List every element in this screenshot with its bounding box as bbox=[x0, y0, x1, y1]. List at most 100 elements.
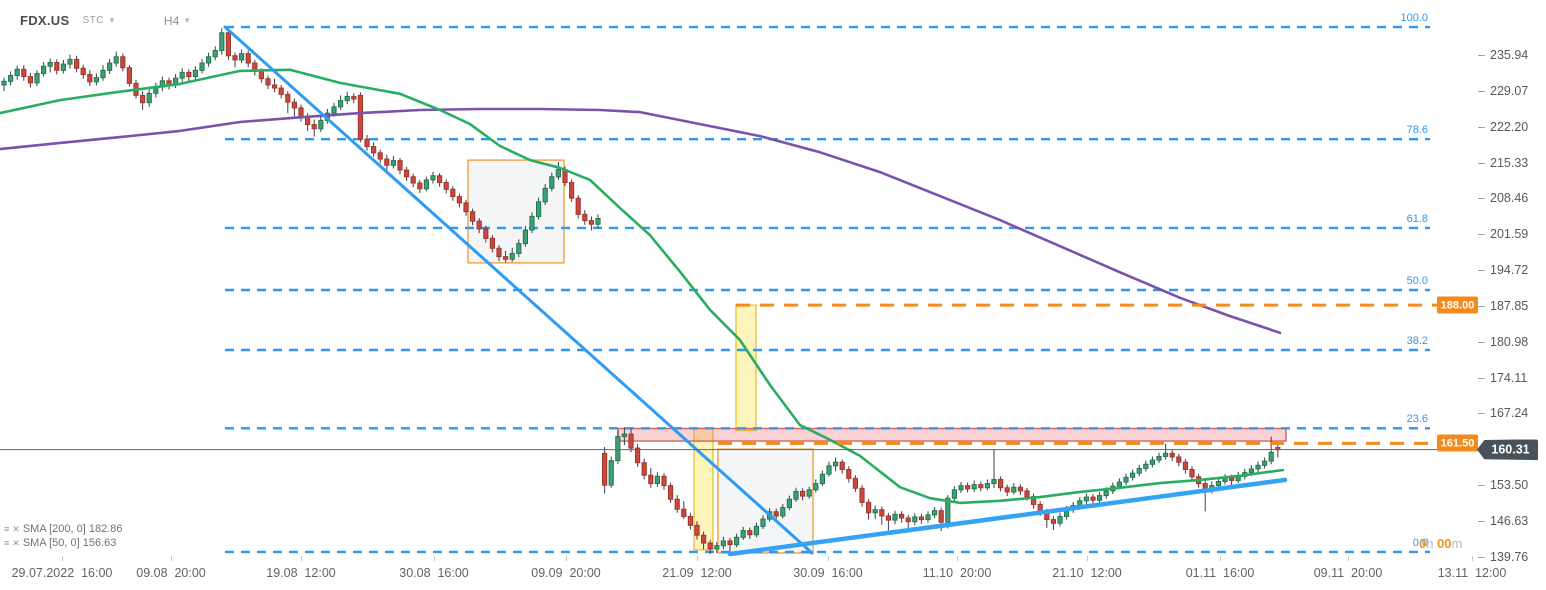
candle-body bbox=[206, 56, 212, 64]
fib-level-label[interactable]: 23.6 bbox=[1406, 413, 1428, 426]
candle-body bbox=[1248, 468, 1255, 474]
candle-body bbox=[503, 256, 509, 260]
candle-body bbox=[390, 160, 396, 166]
candle-body bbox=[107, 62, 113, 71]
candle-body bbox=[1077, 500, 1083, 506]
candle-body bbox=[21, 68, 27, 78]
price-tick-mark bbox=[1478, 55, 1485, 56]
candle-body bbox=[905, 517, 911, 523]
candle-body bbox=[146, 92, 152, 104]
candle-body bbox=[945, 497, 951, 523]
candle-body bbox=[1169, 452, 1175, 458]
highlight-box-1[interactable] bbox=[467, 159, 565, 264]
candle-body bbox=[225, 32, 232, 57]
price-tick-label: 215.33 bbox=[1490, 155, 1529, 170]
candle-body bbox=[1097, 495, 1103, 501]
candle-body bbox=[239, 53, 245, 61]
instrument-symbol[interactable]: FDX.US bbox=[20, 13, 70, 28]
candle-body bbox=[826, 465, 832, 475]
price-tick-mark bbox=[1478, 341, 1485, 343]
sma50-line[interactable] bbox=[0, 68, 1285, 505]
fib-level-label[interactable]: 61.8 bbox=[1406, 212, 1428, 225]
price-tick-label: 201.59 bbox=[1490, 227, 1529, 242]
candle-body bbox=[991, 478, 997, 485]
candle-body bbox=[1262, 460, 1268, 466]
time-tick-label: 11.10 20:00 bbox=[922, 566, 992, 580]
price-tick-mark bbox=[1478, 305, 1485, 307]
chevron-down-icon[interactable]: ▼ bbox=[183, 16, 192, 25]
candle-body bbox=[984, 483, 990, 489]
chevron-down-icon[interactable]: ▼ bbox=[107, 16, 116, 25]
alert-price-badge-188[interactable]: 188.00 bbox=[1437, 296, 1478, 314]
time-tick-mark bbox=[1472, 556, 1473, 561]
sma200-line[interactable] bbox=[0, 107, 1282, 335]
time-tick-label: 30.08 16:00 bbox=[399, 566, 469, 580]
price-tick-mark bbox=[1478, 485, 1485, 487]
candle-body bbox=[357, 94, 363, 140]
fib-level-label[interactable]: 100.0 bbox=[1400, 12, 1428, 25]
candle-body bbox=[1215, 480, 1222, 487]
candle-body bbox=[951, 489, 957, 499]
timeframe-selector[interactable]: H4 bbox=[163, 13, 180, 28]
candle-body bbox=[470, 211, 476, 222]
candle-body bbox=[846, 468, 852, 479]
current-price-badge: 160.31 bbox=[1477, 439, 1538, 461]
time-tick-mark bbox=[171, 556, 172, 561]
candle-body bbox=[720, 540, 726, 547]
candle-body bbox=[437, 175, 443, 184]
candle-body bbox=[965, 485, 971, 490]
candle-body bbox=[694, 524, 700, 536]
candle-body bbox=[41, 65, 47, 74]
remove-indicator-icon[interactable]: ✕ bbox=[12, 537, 20, 548]
candle-body bbox=[417, 182, 423, 190]
candle-body bbox=[971, 484, 977, 490]
candle-body bbox=[74, 58, 80, 69]
candle-body bbox=[1116, 481, 1123, 487]
price-tick-label: 208.46 bbox=[1490, 191, 1529, 206]
remove-indicator-icon[interactable]: ✕ bbox=[12, 523, 20, 534]
price-tick-label: 167.24 bbox=[1490, 406, 1529, 421]
time-tick-mark bbox=[1348, 556, 1349, 561]
candle-body bbox=[628, 433, 634, 449]
market-tag[interactable]: STC bbox=[82, 15, 104, 26]
price-tick-label: 187.85 bbox=[1490, 298, 1529, 313]
candle-body bbox=[384, 158, 390, 166]
fib-level-label[interactable]: 0.0 bbox=[1412, 536, 1428, 549]
candle-body bbox=[1103, 490, 1109, 497]
candle-body bbox=[93, 77, 100, 83]
highlight-box-2[interactable] bbox=[717, 448, 814, 554]
candle-body bbox=[608, 460, 614, 486]
time-tick-label: 19.08 12:00 bbox=[266, 566, 336, 580]
yellow-zone-2[interactable] bbox=[735, 304, 757, 432]
candles-layer bbox=[1, 28, 1281, 555]
time-tick-label: 09.11 20:00 bbox=[1313, 566, 1383, 580]
downtrend-line[interactable] bbox=[223, 25, 814, 555]
candle-body bbox=[938, 510, 944, 523]
fib-level-label[interactable]: 50.0 bbox=[1406, 275, 1428, 287]
candle-body bbox=[833, 461, 839, 467]
candle-body bbox=[899, 513, 905, 519]
instrument-header: FDX.US STC ▼ H4 ▼ bbox=[20, 13, 191, 28]
resistance-zone[interactable] bbox=[617, 427, 1287, 442]
candle-body bbox=[872, 509, 878, 514]
price-tick-mark bbox=[1478, 162, 1485, 164]
candle-body bbox=[120, 56, 126, 69]
fib-level-label[interactable]: 78.6 bbox=[1406, 124, 1428, 137]
candle-body bbox=[443, 182, 449, 190]
candle-body bbox=[192, 69, 199, 78]
candle-body bbox=[60, 63, 66, 71]
fib-level-label[interactable]: 38.2 bbox=[1406, 335, 1428, 347]
uptrend-line[interactable] bbox=[727, 477, 1288, 557]
candle-body bbox=[740, 530, 746, 538]
indicator-settings-icon[interactable]: ≡ bbox=[4, 538, 10, 548]
price-tick-mark bbox=[1478, 198, 1485, 200]
price-tick-label: 194.72 bbox=[1490, 263, 1529, 278]
indicator-settings-icon[interactable]: ≡ bbox=[4, 524, 10, 534]
candle-body bbox=[780, 507, 786, 517]
candle-body bbox=[47, 62, 53, 67]
time-tick-mark bbox=[1220, 556, 1221, 561]
alert-price-badge-161-50[interactable]: 161.50 bbox=[1437, 434, 1478, 452]
countdown-minutes: 00 bbox=[1437, 536, 1452, 551]
time-tick-label: 21.10 12:00 bbox=[1052, 566, 1122, 580]
